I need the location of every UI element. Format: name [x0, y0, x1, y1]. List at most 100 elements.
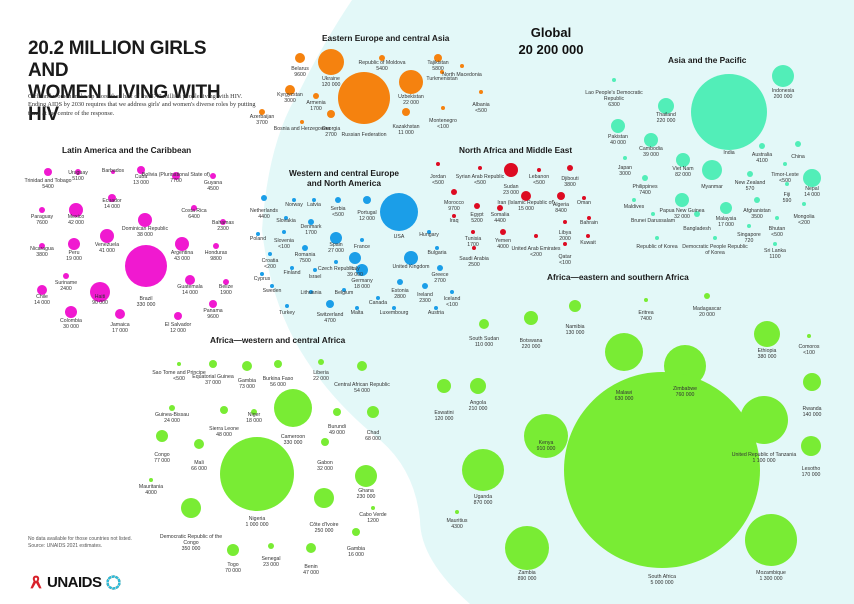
bubble-paraguay — [39, 207, 45, 213]
country-name: Suriname — [54, 280, 78, 286]
country-label-yemen: Yemen 4000 — [468, 238, 538, 250]
country-name: Uzbekistan — [398, 94, 424, 100]
country-value: 7600 — [36, 220, 48, 227]
country-value: <100 — [446, 302, 458, 309]
country-value: 16 000 — [348, 552, 364, 559]
country-value: 4700 — [324, 318, 336, 325]
country-name: Cuba — [134, 174, 148, 180]
bubble-china — [795, 141, 801, 147]
country-value: 48 000 — [216, 432, 232, 439]
bubble-yemen — [500, 229, 506, 235]
country-name: Bhutan — [768, 226, 786, 232]
country-label-papua-new-guinea: Papua New Guinea 32 000 — [647, 208, 717, 220]
bubble-gambia — [242, 361, 252, 371]
page-subtitle: Girls and women make up more than half o… — [28, 93, 256, 117]
bubble-uruguay — [75, 169, 81, 175]
country-label-finland: Finland — [257, 270, 327, 276]
country-name: Côte d'Ivoire — [309, 522, 339, 528]
country-label-sudan: Sudan 23 000 — [476, 184, 546, 196]
country-name: Greece — [431, 272, 449, 278]
bubble-gabon — [321, 438, 329, 446]
country-label-peru: Peru 19 000 — [39, 250, 109, 262]
country-name: Qatar — [558, 254, 572, 260]
country-label-iran-islamic-republic-of: Iran (Islamic Republic of) 15 000 — [491, 200, 561, 212]
country-name: Mozambique — [756, 570, 786, 576]
country-value: 5800 — [432, 66, 444, 73]
country-name: Argentina — [170, 250, 194, 256]
country-label-cote-d-ivoire: Côte d'Ivoire 250 000 — [289, 522, 359, 534]
country-value: <500 — [771, 232, 783, 239]
country-name: Mauritius — [446, 518, 468, 524]
country-value: 9600 — [207, 314, 219, 321]
country-name: Oman — [576, 200, 592, 206]
bubble-kyrgyzstan — [285, 85, 295, 95]
bubble-equatorial-guinea — [209, 360, 217, 368]
country-name: Sierra Leone — [209, 426, 239, 432]
country-value: 3000 — [619, 171, 631, 178]
country-value: 380 000 — [757, 354, 777, 361]
country-label-hungary: Hungary — [394, 232, 464, 238]
country-name: Bolivia (Plurinational State of) — [141, 172, 211, 178]
country-name: Yemen — [495, 238, 511, 244]
country-value: 1700 — [467, 242, 479, 249]
country-label-azerbaijan: Azerbaijan 3700 — [227, 114, 297, 126]
country-name: Eritrea — [638, 310, 654, 316]
bubble-bulgaria — [435, 246, 439, 250]
country-label-denmark: Denmark 1700 — [276, 224, 346, 236]
bubble-timor-leste — [783, 162, 787, 166]
bubble-djibouti — [567, 165, 573, 171]
country-value: 6400 — [188, 214, 200, 221]
country-name: Burundi — [328, 424, 346, 430]
country-label-armenia: Armenia 1700 — [281, 100, 351, 112]
footnote: No data available for those countries no… — [28, 536, 228, 550]
country-value: 15 000 — [518, 206, 534, 213]
country-name: Papua New Guinea — [659, 208, 705, 214]
country-label-uruguay: Uruguay 5100 — [43, 170, 113, 182]
country-label-somalia: Somalia 4400 — [465, 212, 535, 224]
country-value: 11 000 — [398, 130, 414, 137]
country-name: Serbia — [330, 206, 346, 212]
bubble-costa-rica — [191, 205, 197, 211]
country-value: 8400 — [555, 208, 567, 215]
country-value: 1 000 000 — [245, 522, 269, 529]
bubble-bosnia-and-herzegovina — [300, 120, 304, 124]
bubble-brunei-darussalam — [651, 212, 655, 216]
country-label-saudi-arabia: Saudi Arabia 2500 — [439, 256, 509, 268]
country-label-cameroon: Cameroon 330 000 — [258, 434, 328, 446]
country-label-bahamas: Bahamas 2300 — [188, 220, 258, 232]
country-name: Azerbaijan — [249, 114, 275, 120]
bubble-ethiopia — [754, 321, 780, 347]
bubble-malta — [355, 306, 359, 310]
country-name: Netherlands — [250, 208, 278, 214]
country-value: 4000 — [497, 244, 509, 251]
country-name: Trinidad and Tobago — [24, 178, 72, 184]
country-name: Ethiopia — [757, 348, 777, 354]
bubble-sierra-leone — [220, 406, 228, 414]
bubble-somalia — [497, 205, 503, 211]
country-name: North Macedonia — [442, 72, 482, 78]
country-label-north-macedonia: North Macedonia — [427, 72, 497, 78]
country-label-namibia: Namibia 130 000 — [540, 324, 610, 336]
country-name: Saudi Arabia — [459, 256, 489, 262]
country-label-tajikistan: Tajikistan 5800 — [403, 60, 473, 72]
country-value: 41 000 — [99, 248, 115, 255]
bubble-sudan — [504, 163, 518, 177]
country-name: Czech Republic — [317, 266, 355, 272]
bubble-croatia — [268, 252, 272, 256]
bubble-turkey — [285, 304, 289, 308]
country-label-el-salvador: El Salvador 12 000 — [143, 322, 213, 334]
country-value: 230 000 — [356, 494, 376, 501]
country-value: 22 000 — [403, 100, 419, 107]
bubble-niger — [251, 409, 257, 415]
country-label-latvia: Latvia — [279, 202, 349, 208]
bubble-rwanda — [803, 373, 821, 391]
bubble-guinea-bissau — [169, 405, 175, 411]
bubble-colombia — [65, 306, 77, 318]
country-name: Egypt — [470, 212, 484, 218]
country-label-nicaragua: Nicaragua 3800 — [7, 246, 77, 258]
country-name: Luxembourg — [379, 310, 409, 316]
country-name: Cabo Verde — [359, 512, 387, 518]
bubble-peru — [68, 238, 80, 250]
bubble-bangladesh — [694, 211, 700, 217]
country-value: 910 000 — [536, 446, 556, 453]
